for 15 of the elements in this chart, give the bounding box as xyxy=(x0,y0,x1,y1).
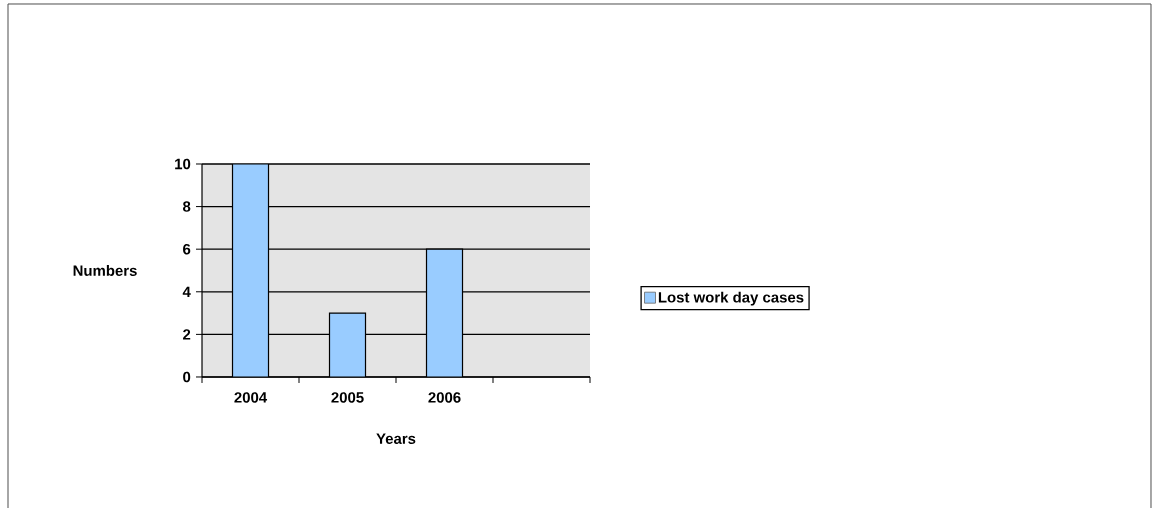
x-tick-label: 2005 xyxy=(331,392,364,403)
y-tick-label: 6 xyxy=(183,243,191,255)
x-axis-title: Years xyxy=(376,433,416,444)
legend-label: Lost work day cases xyxy=(658,291,804,306)
y-tick-label: 10 xyxy=(175,158,191,170)
y-tick-label: 0 xyxy=(183,371,191,383)
bar xyxy=(425,248,464,377)
y-axis-title: Numbers xyxy=(73,265,137,276)
x-tick-label: 2006 xyxy=(428,392,461,403)
y-tick-label: 8 xyxy=(182,201,191,212)
bar xyxy=(232,163,269,377)
y-tick-label: 4 xyxy=(182,286,191,297)
x-tick-label: 2004 xyxy=(234,392,268,403)
bar xyxy=(329,313,366,377)
y-tick-label: 2 xyxy=(183,329,191,340)
